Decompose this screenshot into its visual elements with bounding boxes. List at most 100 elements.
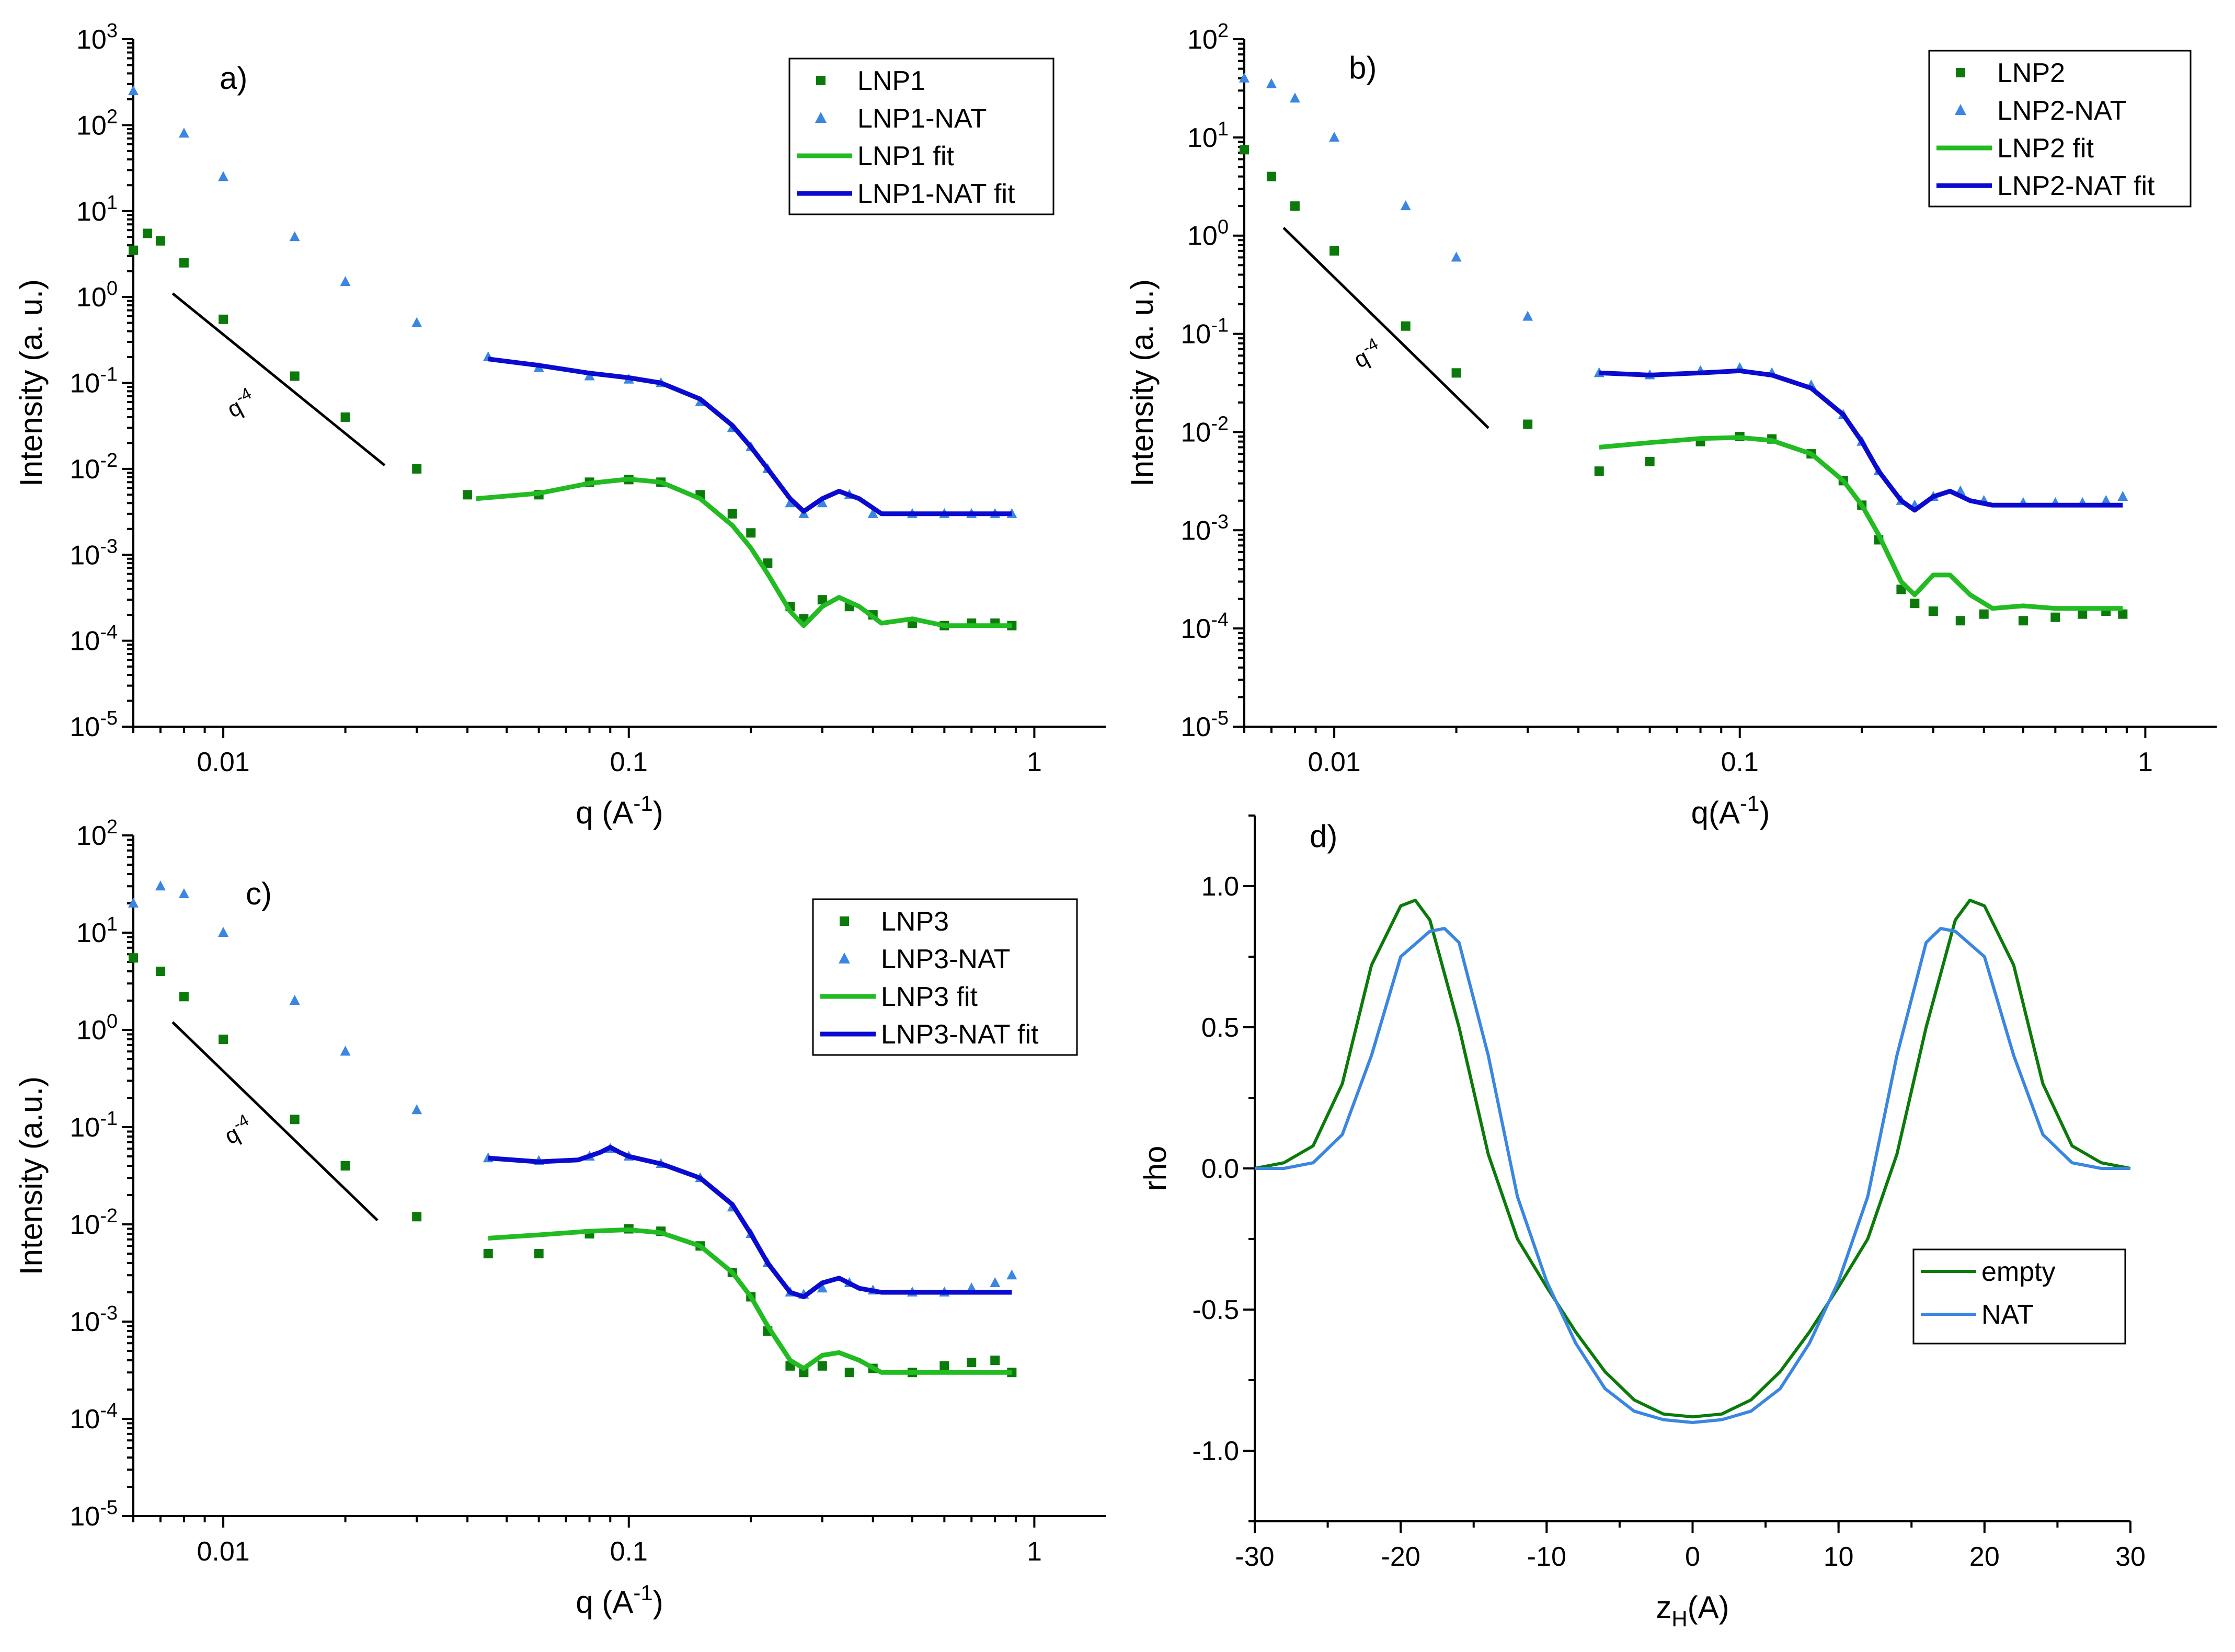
series-lnp2-nat-fit: [1599, 368, 2123, 513]
panel-label: c): [246, 876, 272, 911]
x-tick-label: -20: [1381, 1542, 1420, 1572]
series-line: [1599, 368, 2123, 513]
data-point: [727, 509, 737, 519]
panel-c: 0.01 0.1 1 10-5 10-4 10-3 10-2 10-1 100 101 102 q (…: [14, 816, 1106, 1620]
data-point: [129, 245, 138, 255]
data-point: [990, 1277, 1001, 1287]
legend-label: LNP3-NAT fit: [881, 1019, 1039, 1050]
data-point: [129, 953, 138, 963]
y-axis-title: Intensity (a. u.): [14, 279, 49, 487]
data-point: [1522, 311, 1533, 321]
data-point: [2078, 609, 2088, 619]
x-tick-label: 1: [1027, 1536, 1042, 1567]
y-tick-label: 1.0: [1201, 871, 1239, 902]
legend-label: LNP3 fit: [881, 982, 978, 1012]
q4-reference-line: [171, 1021, 379, 1222]
legend-key-triangle: [1955, 104, 1966, 115]
series-line: [488, 1227, 1012, 1375]
data-point: [128, 898, 139, 908]
data-point: [990, 1356, 1000, 1366]
panel-label: d): [1310, 819, 1337, 854]
y-tick-label: 100: [76, 1011, 118, 1046]
legend-label: LNP1-NAT: [857, 104, 987, 134]
y-tick-label: 102: [76, 106, 118, 141]
data-point: [1240, 145, 1249, 155]
panel-label: a): [220, 61, 247, 96]
series-group: [1254, 899, 2131, 1424]
x-tick-label: 0: [1685, 1542, 1700, 1572]
data-point: [412, 1212, 422, 1222]
data-point: [2117, 490, 2128, 501]
data-point: [340, 276, 351, 286]
data-point: [1451, 251, 1462, 262]
x-axis-title: q (A-1): [576, 791, 663, 830]
data-point: [411, 317, 422, 327]
data-point: [155, 236, 165, 246]
x-tick-label: 1: [1027, 747, 1042, 777]
x-tick-label: 0.01: [197, 747, 249, 777]
legend: LNP3 LNP3-NAT LNP3 fit LNP3-NAT fit: [812, 898, 1078, 1056]
legend-label: LNP2: [1997, 58, 2065, 88]
y-tick-label: 0.5: [1201, 1013, 1239, 1043]
data-point: [340, 1161, 350, 1171]
data-point: [340, 1046, 351, 1056]
data-point: [411, 1104, 422, 1115]
y-tick-label: 10-2: [70, 450, 118, 485]
y-tick-label: 101: [1187, 118, 1229, 153]
data-point: [1910, 599, 1920, 609]
y-tick-label: 102: [76, 816, 118, 851]
data-point: [817, 595, 827, 605]
y-tick-label: 10-1: [70, 364, 118, 399]
x-tick-label: 0.1: [1721, 747, 1759, 777]
data-point: [967, 1358, 977, 1368]
data-point: [290, 1115, 300, 1125]
y-tick-label: 10-4: [70, 1399, 118, 1435]
y-tick-label: 100: [76, 278, 118, 313]
data-point: [483, 1248, 493, 1258]
q4-reference-label: q-4: [221, 384, 260, 423]
data-point: [817, 497, 828, 508]
data-point: [1928, 606, 1938, 616]
y-tick-label: -0.5: [1192, 1295, 1239, 1325]
data-point: [1329, 131, 1340, 142]
legend-key-square: [816, 76, 826, 85]
legend-key-square: [1956, 68, 1965, 77]
series-group: [128, 85, 1017, 630]
y-tick-label: 10-4: [1180, 609, 1229, 644]
legend-box: [812, 898, 1078, 1056]
x-tick-label: 10: [1824, 1542, 1854, 1572]
y-tick-label: 101: [76, 913, 118, 948]
y-tick-label: 10-2: [70, 1205, 118, 1240]
data-point: [289, 995, 300, 1005]
data-point: [1329, 246, 1339, 256]
data-point: [155, 880, 166, 891]
data-point: [2101, 495, 2112, 505]
q4-reference-label: q-4: [1348, 334, 1386, 373]
y-tick-label: 10-3: [70, 1302, 118, 1337]
panel-d: -30 -20 -10 0 10 20 30 -1.0 -0.5 0.0 0.5 1.0 zH(A) rh…: [1138, 814, 2146, 1631]
series-nat: [1255, 927, 2130, 1424]
data-point: [1401, 321, 1411, 331]
series-lnp1-fit: [476, 477, 1012, 628]
legend-box: [1928, 50, 2192, 208]
x-tick-label: 0.1: [610, 1536, 648, 1567]
data-point: [218, 927, 229, 937]
data-point: [844, 1368, 854, 1378]
data-point: [746, 528, 756, 538]
x-axis-title: zH(A): [1656, 1590, 1729, 1631]
legend-key-triangle: [815, 112, 827, 123]
series-line: [1599, 435, 2123, 611]
y-tick-label: -1.0: [1192, 1436, 1239, 1466]
series-empty: [1254, 899, 2131, 1419]
legend: LNP1 LNP1-NAT LNP1 fit LNP1-NAT fit: [788, 58, 1055, 215]
data-point: [1645, 456, 1655, 466]
y-tick-label: 10-5: [1180, 707, 1229, 742]
data-point: [1594, 466, 1604, 476]
data-point: [867, 508, 878, 518]
data-point: [534, 1248, 544, 1258]
x-tick-label: 0.1: [610, 747, 648, 777]
data-point: [289, 231, 300, 242]
data-point: [1290, 201, 1300, 211]
data-point: [1289, 93, 1300, 103]
